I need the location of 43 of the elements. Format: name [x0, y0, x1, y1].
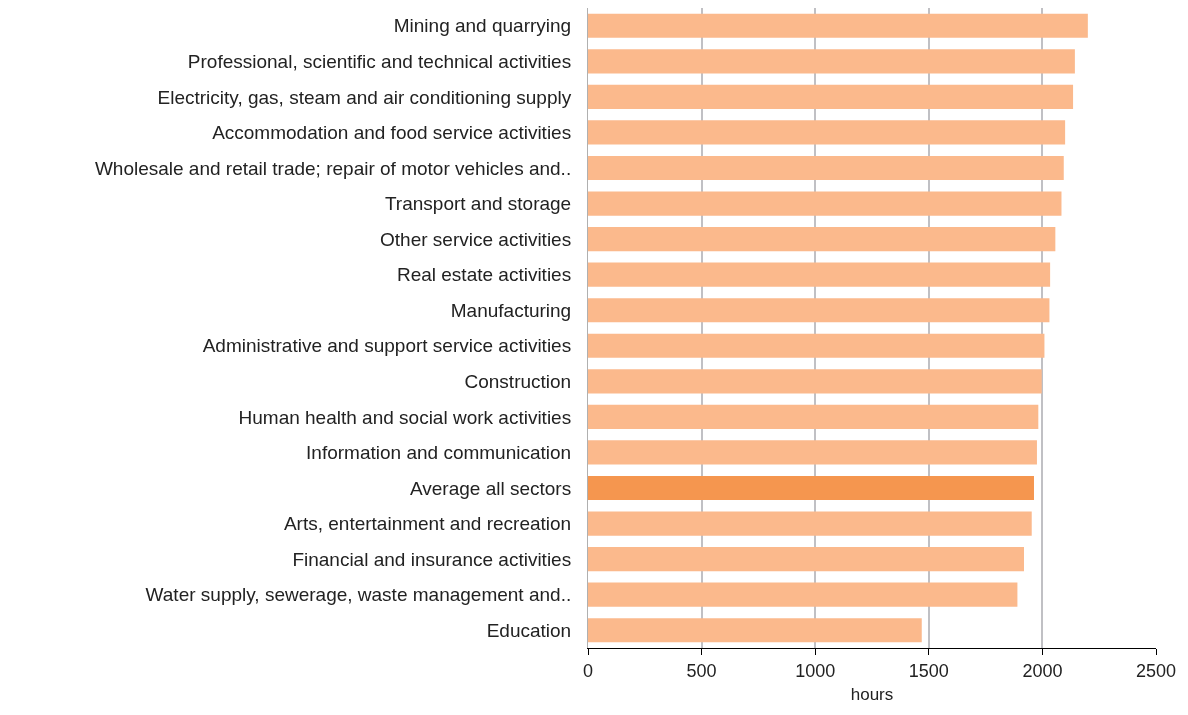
bar [588, 84, 1074, 109]
y-tick-label: Average all sectors [409, 477, 572, 499]
bar [588, 582, 1018, 607]
y-tick-label: Real estate activities [396, 264, 572, 286]
y-tick-label: Water supply, sewerage, waste management and.. [145, 584, 572, 606]
bar [588, 618, 922, 643]
y-tick-label: Administrative and support service activities [202, 335, 572, 357]
x-tick-label: 2000 [1022, 660, 1063, 681]
y-tick-label: Transport and storage [384, 193, 572, 215]
y-tick-label: Wholesale and retail trade; repair of motor vehicles and.. [94, 157, 572, 179]
bar [588, 191, 1062, 216]
y-tick-label: Electricity, gas, steam and air conditioning supply [157, 86, 572, 108]
y-tick-label: Arts, entertainment and recreation [283, 513, 572, 535]
bar [588, 227, 1056, 252]
y-tick-label: Information and communication [306, 442, 572, 464]
x-tick-label: 2500 [1135, 660, 1177, 681]
bar [588, 440, 1037, 465]
bar [588, 120, 1066, 145]
bar [588, 475, 1034, 501]
bar [588, 49, 1075, 74]
bar [588, 13, 1088, 38]
x-tick-label: 500 [686, 660, 717, 681]
bar [588, 333, 1045, 358]
x-tick-label: 0 [582, 660, 594, 681]
bar [588, 298, 1050, 323]
y-tick-label: Mining and quarrying [393, 15, 572, 37]
bar [588, 262, 1051, 287]
y-tick-label: Accommodation and food service activities [212, 122, 572, 144]
y-tick-label: Professional, scientific and technical activities [187, 50, 572, 72]
y-tick-label: Human health and social work activities [238, 406, 572, 428]
bar [588, 155, 1064, 181]
y-tick-label: Manufacturing [450, 299, 572, 321]
y-tick-label: Financial and insurance activities [292, 548, 572, 570]
x-axis-title: hours [850, 685, 894, 704]
bar [588, 511, 1032, 536]
x-tick-label: 1000 [795, 660, 836, 681]
y-tick-label: Education [486, 619, 572, 641]
y-tick-label: Construction [464, 370, 572, 392]
bar [588, 547, 1024, 572]
bar [588, 404, 1039, 429]
bar [588, 369, 1042, 394]
x-tick-label: 1500 [908, 660, 949, 681]
y-tick-label: Other service activities [380, 228, 572, 250]
